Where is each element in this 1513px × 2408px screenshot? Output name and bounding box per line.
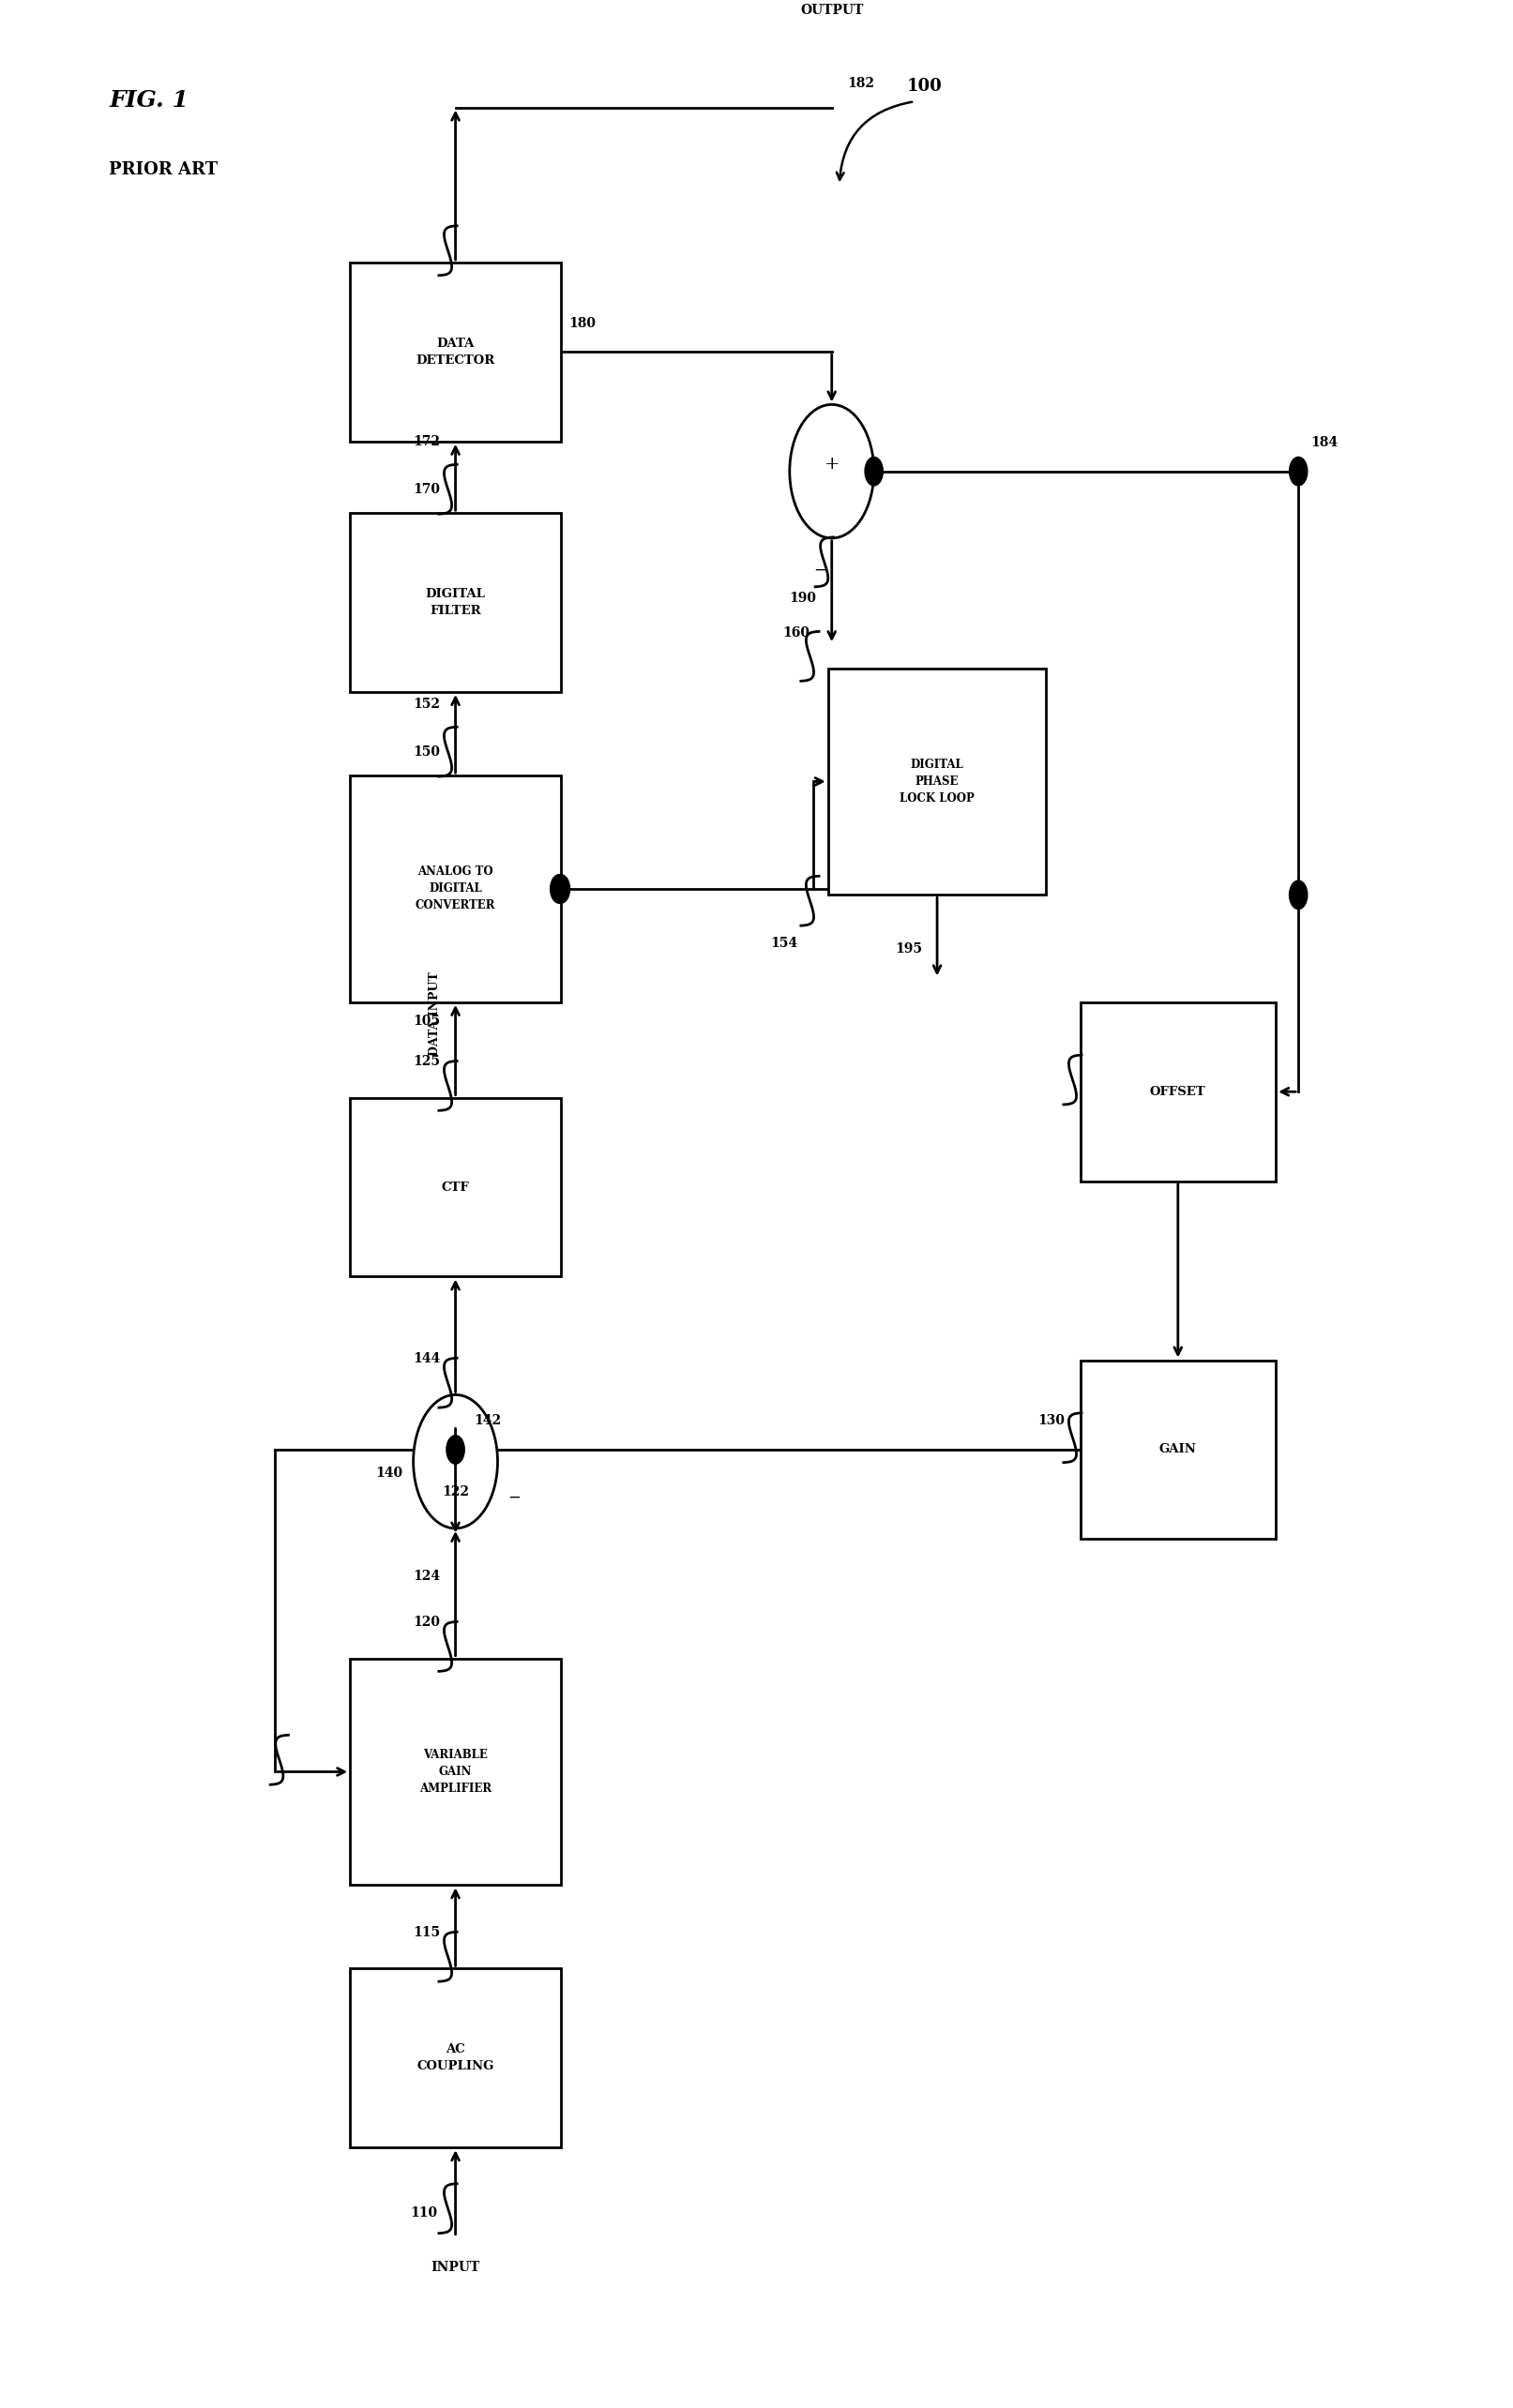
Bar xyxy=(350,775,561,1002)
Text: 142: 142 xyxy=(474,1413,501,1428)
Circle shape xyxy=(865,458,884,486)
Text: 125: 125 xyxy=(413,1055,440,1069)
Bar xyxy=(828,667,1047,896)
Text: +: + xyxy=(448,1445,463,1462)
Text: DIGITAL
PHASE
LOCK LOOP: DIGITAL PHASE LOCK LOOP xyxy=(900,759,974,804)
FancyArrowPatch shape xyxy=(837,101,912,181)
Circle shape xyxy=(1289,458,1307,486)
Text: 160: 160 xyxy=(782,626,809,641)
Text: 115: 115 xyxy=(413,1926,440,1938)
Bar xyxy=(350,513,561,691)
Text: INPUT: INPUT xyxy=(431,2261,480,2273)
Text: 122: 122 xyxy=(442,1486,469,1498)
Circle shape xyxy=(446,1435,464,1464)
Circle shape xyxy=(552,874,570,903)
Bar xyxy=(350,1098,561,1276)
Text: 105: 105 xyxy=(413,1014,440,1028)
Text: 190: 190 xyxy=(790,592,817,604)
Text: PRIOR ART: PRIOR ART xyxy=(109,161,218,178)
Text: CTF: CTF xyxy=(442,1180,469,1194)
Text: 182: 182 xyxy=(847,77,875,89)
Text: 130: 130 xyxy=(1038,1413,1065,1428)
Bar xyxy=(350,262,561,441)
Text: −: − xyxy=(508,1491,520,1505)
Text: 170: 170 xyxy=(413,482,440,496)
Text: FIG. 1: FIG. 1 xyxy=(109,89,189,113)
Text: 140: 140 xyxy=(375,1466,402,1481)
Text: 150: 150 xyxy=(413,744,440,759)
Text: DATA INPUT: DATA INPUT xyxy=(428,973,440,1057)
Circle shape xyxy=(413,1394,498,1529)
Text: 154: 154 xyxy=(770,937,797,949)
Text: 120: 120 xyxy=(413,1616,440,1630)
Text: 144: 144 xyxy=(413,1353,440,1365)
Bar xyxy=(1080,1002,1275,1182)
Text: 184: 184 xyxy=(1310,436,1337,450)
Text: 100: 100 xyxy=(906,77,943,94)
Text: 172: 172 xyxy=(413,436,440,448)
Text: AC
COUPLING: AC COUPLING xyxy=(416,2044,495,2073)
Text: OFFSET: OFFSET xyxy=(1150,1086,1206,1098)
Text: GAIN: GAIN xyxy=(1159,1442,1197,1457)
Circle shape xyxy=(1289,881,1307,910)
Text: DATA
DETECTOR: DATA DETECTOR xyxy=(416,337,495,366)
Circle shape xyxy=(790,405,875,537)
Bar xyxy=(350,1970,561,2148)
Text: VARIABLE
GAIN
AMPLIFIER: VARIABLE GAIN AMPLIFIER xyxy=(419,1748,492,1794)
Bar xyxy=(350,1659,561,1885)
Text: OUTPUT: OUTPUT xyxy=(800,5,864,17)
Bar xyxy=(1080,1361,1275,1539)
Text: 180: 180 xyxy=(569,318,596,330)
Text: +: + xyxy=(825,455,840,472)
Text: 195: 195 xyxy=(894,942,921,956)
Text: 110: 110 xyxy=(410,2206,437,2220)
Text: −: − xyxy=(812,561,826,578)
Text: ANALOG TO
DIGITAL
CONVERTER: ANALOG TO DIGITAL CONVERTER xyxy=(416,867,496,913)
Circle shape xyxy=(551,874,569,903)
Text: 124: 124 xyxy=(413,1570,440,1582)
Text: DIGITAL
FILTER: DIGITAL FILTER xyxy=(425,588,486,616)
Text: 152: 152 xyxy=(413,698,440,710)
